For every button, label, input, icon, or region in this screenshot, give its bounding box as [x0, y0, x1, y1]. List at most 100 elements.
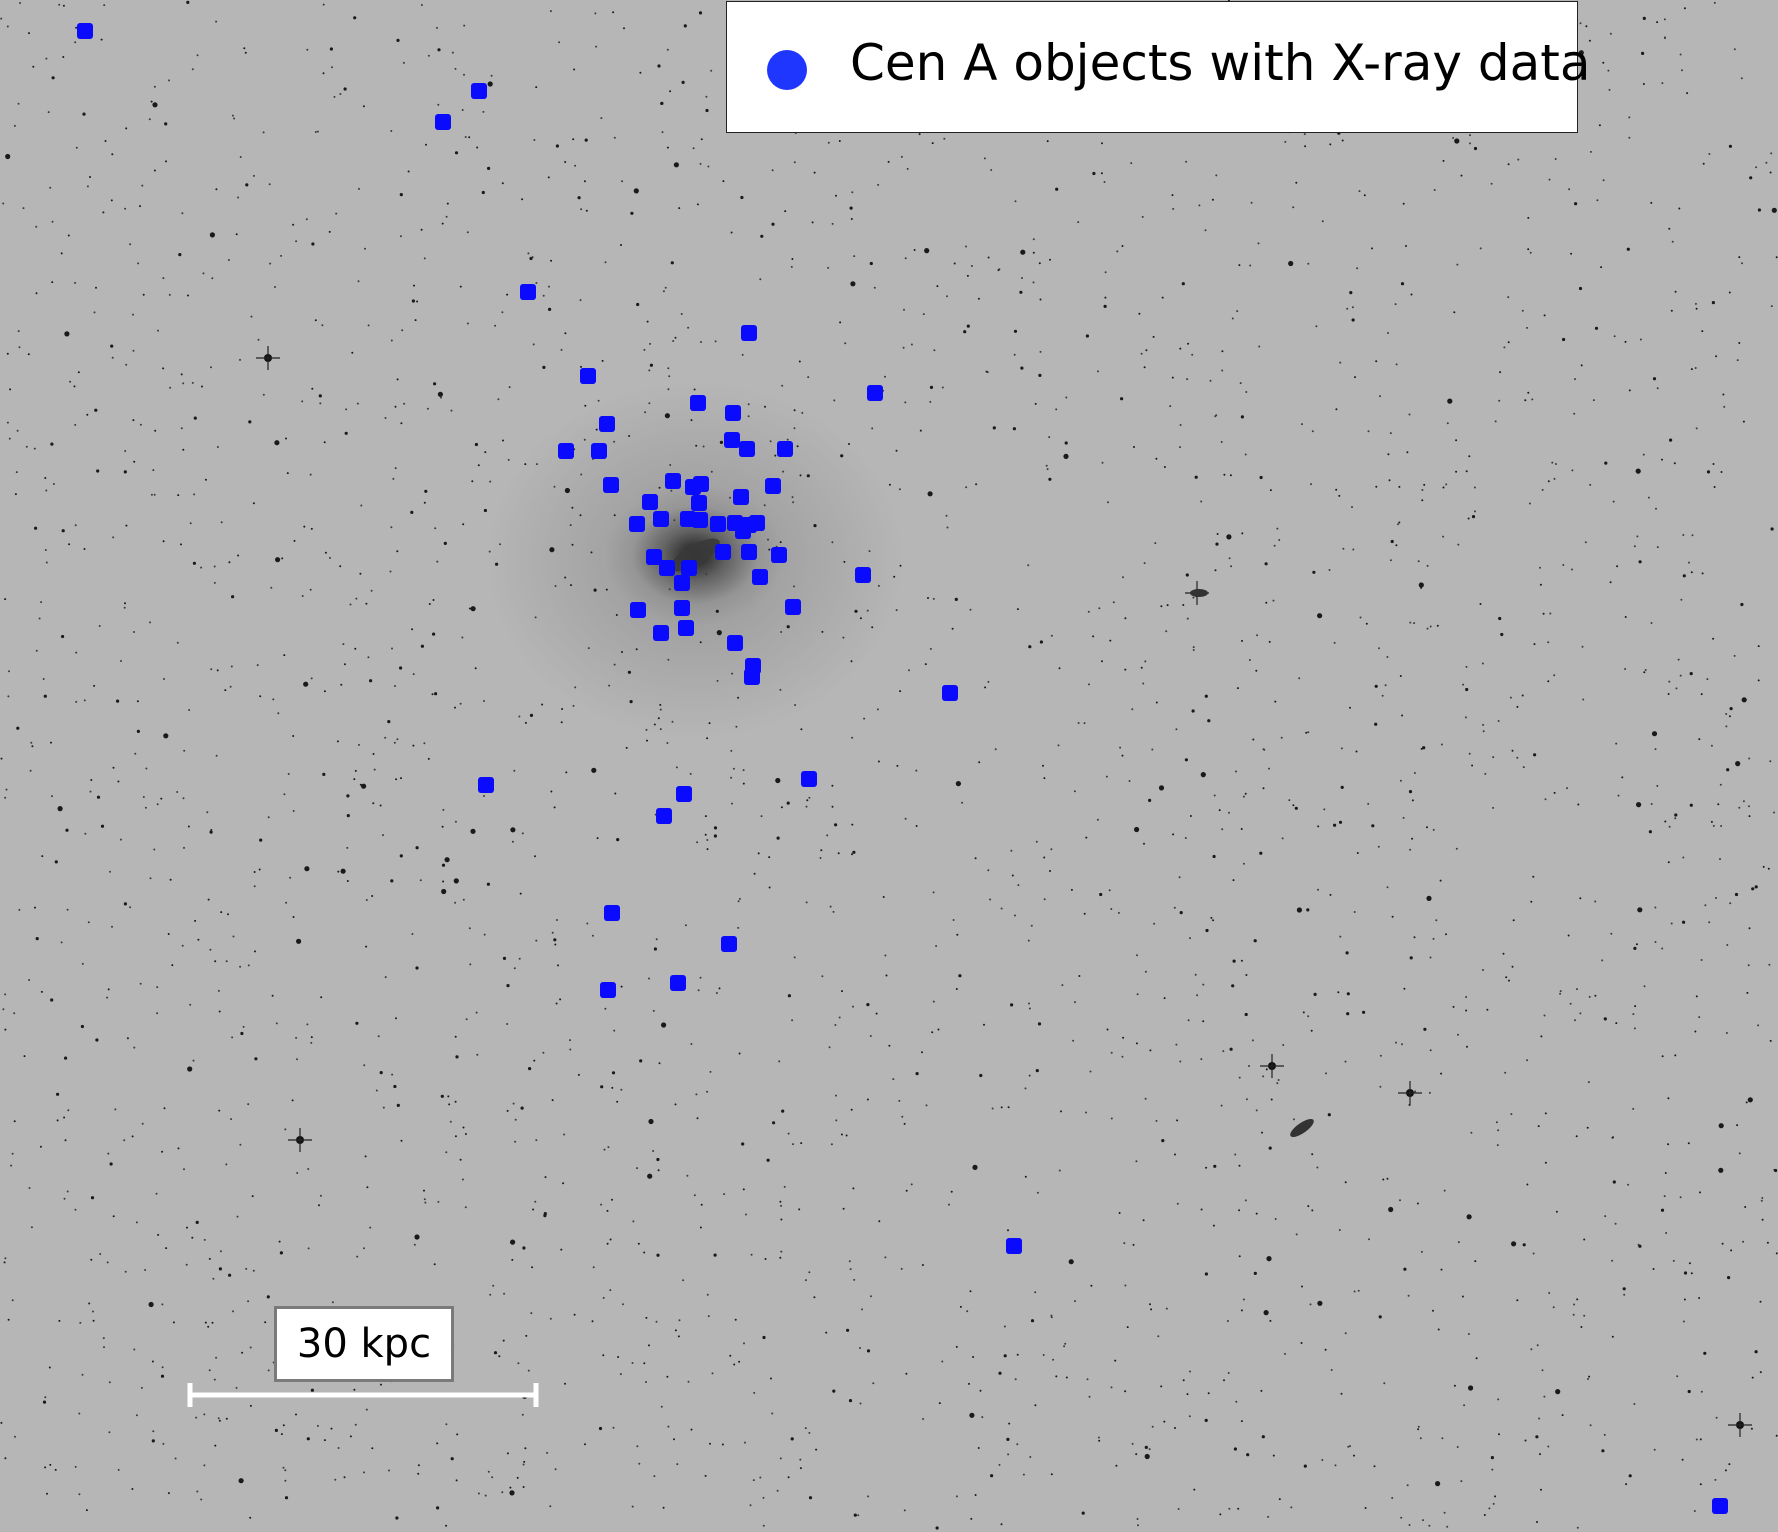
- xray-object-marker: [591, 443, 607, 459]
- star: [591, 934, 594, 937]
- star: [1634, 1005, 1637, 1008]
- star: [165, 1247, 168, 1250]
- star: [228, 561, 231, 564]
- star: [1028, 1074, 1031, 1077]
- star: [1103, 181, 1106, 183]
- star: [1019, 290, 1023, 294]
- star: [1295, 181, 1298, 184]
- star: [1260, 1389, 1263, 1392]
- star: [564, 487, 571, 494]
- star: [1204, 1418, 1208, 1422]
- star: [647, 1173, 653, 1179]
- star: [81, 1373, 84, 1376]
- star: [965, 486, 968, 489]
- star: [1128, 780, 1131, 782]
- star: [878, 1220, 881, 1223]
- star: [636, 1445, 639, 1448]
- star: [306, 1437, 310, 1441]
- star: [1189, 1370, 1191, 1373]
- star: [111, 153, 114, 156]
- star: [1268, 767, 1270, 770]
- star: [269, 262, 272, 265]
- star: [354, 647, 357, 650]
- star: [1388, 479, 1391, 482]
- star: [1266, 1256, 1272, 1262]
- star: [839, 321, 842, 324]
- star: [440, 396, 442, 399]
- star: [1667, 861, 1670, 864]
- star: [4, 993, 7, 996]
- star: [337, 870, 340, 873]
- star: [752, 1479, 755, 1482]
- star: [80, 1024, 84, 1029]
- star: [1454, 138, 1460, 144]
- star: [1395, 544, 1398, 547]
- xray-object-marker: [478, 777, 494, 793]
- star: [570, 584, 572, 587]
- star: [1043, 777, 1046, 780]
- star: [513, 967, 516, 970]
- star: [1428, 1524, 1431, 1527]
- star: [1432, 937, 1435, 940]
- star: [86, 185, 89, 188]
- star: [514, 1140, 517, 1143]
- star: [1188, 1415, 1191, 1418]
- star: [1702, 162, 1705, 165]
- star: [742, 1188, 745, 1191]
- star: [156, 1012, 159, 1015]
- star: [970, 1517, 973, 1520]
- star: [1688, 561, 1690, 564]
- star: [449, 1120, 452, 1123]
- star: [142, 293, 145, 296]
- star: [903, 308, 905, 311]
- legend-box: Cen A objects with X-ray data: [726, 1, 1590, 133]
- star: [132, 313, 134, 316]
- star: [331, 66, 333, 69]
- star: [731, 802, 733, 805]
- star: [1351, 318, 1355, 322]
- star: [1032, 281, 1035, 284]
- star: [10, 1164, 13, 1167]
- star: [1382, 1178, 1385, 1181]
- star: [103, 4, 106, 7]
- star: [915, 769, 918, 772]
- star: [1628, 136, 1631, 139]
- star: [702, 445, 705, 448]
- star: [1037, 1022, 1042, 1026]
- star: [687, 1380, 690, 1383]
- star: [250, 315, 253, 318]
- star: [974, 857, 977, 860]
- star: [483, 795, 485, 797]
- star: [1770, 152, 1773, 155]
- star: [62, 4, 65, 7]
- star: [1759, 1371, 1762, 1374]
- star: [1374, 722, 1378, 726]
- star: [266, 1295, 270, 1299]
- star: [459, 1158, 462, 1161]
- star: [182, 797, 185, 800]
- star: [1637, 907, 1643, 913]
- star: [779, 541, 782, 544]
- star: [1442, 535, 1445, 538]
- star: [793, 427, 796, 430]
- star: [729, 496, 731, 499]
- star: [1470, 1131, 1473, 1134]
- star: [1272, 599, 1275, 602]
- star: [1694, 1030, 1697, 1033]
- star: [1012, 427, 1017, 431]
- star: [506, 1023, 509, 1025]
- star: [602, 1354, 605, 1357]
- star: [1024, 1087, 1027, 1090]
- star: [1661, 947, 1664, 950]
- star: [782, 470, 785, 473]
- star: [849, 206, 853, 210]
- star: [1725, 1032, 1728, 1034]
- star: [1346, 307, 1349, 310]
- star: [45, 561, 48, 564]
- star: [1541, 1369, 1544, 1372]
- star: [474, 442, 478, 447]
- star: [1695, 995, 1698, 998]
- star: [646, 739, 648, 742]
- star: [329, 47, 333, 51]
- star: [853, 1513, 857, 1517]
